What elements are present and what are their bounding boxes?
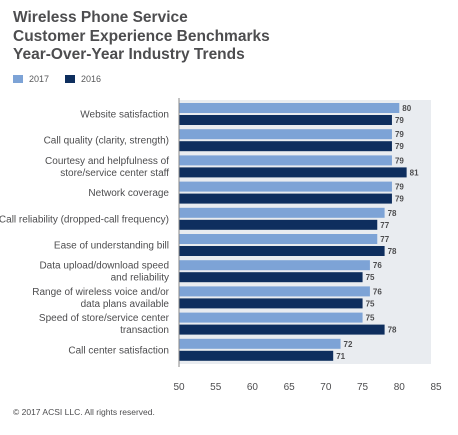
bar-2017 — [179, 234, 378, 244]
bar-2016 — [179, 324, 385, 335]
category-label: Ease of understanding bill — [54, 241, 169, 252]
title-line-2: Customer Experience Benchmarks — [13, 27, 270, 45]
legend-label-2017: 2017 — [29, 74, 50, 84]
bar-2017 — [179, 129, 392, 140]
bar-2017 — [179, 312, 363, 323]
x-tick-label: 55 — [210, 382, 222, 393]
bar-2017 — [179, 286, 370, 297]
data-label-2017: 79 — [395, 183, 404, 192]
legend-label-2016: 2016 — [81, 74, 102, 84]
bar-2016 — [179, 298, 363, 309]
legend: 2017 2016 — [13, 74, 117, 84]
legend-swatch-2016 — [65, 75, 76, 83]
category-label: data plans available — [81, 299, 170, 310]
x-tick-label: 85 — [430, 382, 442, 393]
bar-2016 — [179, 193, 392, 204]
x-tick-label: 50 — [173, 382, 185, 393]
category-label: and reliability — [111, 273, 169, 284]
data-label-2016: 78 — [388, 326, 397, 335]
plot-band — [179, 100, 431, 364]
bar-2016 — [179, 167, 407, 178]
data-label-2016: 75 — [366, 273, 375, 282]
data-label-2017: 78 — [388, 209, 397, 218]
bar-2016 — [179, 115, 392, 125]
data-label-2016: 79 — [395, 116, 404, 125]
copyright-footer: © 2017 ACSI LLC. All rights reserved. — [13, 407, 155, 417]
bar-2016 — [179, 141, 392, 152]
category-label: Call quality (clarity, strength) — [44, 136, 169, 147]
bar-2017 — [179, 103, 400, 113]
bar-2016 — [179, 350, 334, 361]
bar-2016 — [179, 246, 385, 256]
title-line-1: Wireless Phone Service — [13, 9, 188, 26]
data-label-2017: 79 — [395, 156, 404, 165]
data-label-2016: 77 — [380, 221, 389, 230]
bar-2017 — [179, 338, 341, 349]
bar-2017 — [179, 260, 370, 271]
data-label-2016: 79 — [395, 195, 404, 204]
data-label-2017: 80 — [402, 104, 411, 113]
x-tick-label: 70 — [320, 382, 332, 393]
category-label: Call center satisfaction — [68, 345, 169, 356]
category-label: Range of wireless voice and/or — [32, 287, 169, 298]
bar-2016 — [179, 272, 363, 283]
category-label: Data upload/download speed — [39, 261, 169, 272]
bar-2016 — [179, 219, 378, 230]
category-label: transaction — [120, 325, 169, 336]
chart-title: Wireless Phone Service Customer Experien… — [13, 9, 270, 65]
x-tick-label: 65 — [284, 382, 296, 393]
data-label-2016: 79 — [395, 142, 404, 151]
category-label: Network coverage — [88, 188, 169, 199]
data-label-2016: 75 — [366, 299, 375, 308]
data-label-2017: 76 — [373, 287, 382, 296]
bar-2017 — [179, 181, 392, 192]
data-label-2016: 71 — [336, 352, 345, 361]
data-label-2017: 75 — [366, 314, 375, 323]
category-label: store/service center staff — [60, 168, 169, 179]
x-tick-label: 80 — [394, 382, 406, 393]
x-tick-label: 60 — [247, 382, 259, 393]
data-label-2017: 77 — [380, 235, 389, 244]
category-label: Speed of store/service center — [39, 313, 170, 324]
category-label: Call reliability (dropped-call frequency… — [0, 214, 169, 225]
legend-swatch-2017 — [13, 75, 23, 83]
category-label: Courtesy and helpfulness of — [45, 156, 169, 167]
data-label-2017: 79 — [395, 130, 404, 139]
category-label: Website satisfaction — [80, 110, 169, 121]
bar-2017 — [179, 155, 392, 166]
bar-2017 — [179, 207, 385, 218]
data-label-2016: 81 — [410, 168, 419, 177]
x-tick-label: 75 — [357, 382, 369, 393]
legend-item-2016: 2016 — [65, 74, 101, 84]
data-label-2017: 72 — [344, 340, 353, 349]
legend-item-2017: 2017 — [13, 74, 49, 84]
data-label-2016: 78 — [388, 247, 397, 256]
title-line-3: Year-Over-Year Industry Trends — [13, 46, 245, 63]
data-label-2017: 76 — [373, 261, 382, 270]
